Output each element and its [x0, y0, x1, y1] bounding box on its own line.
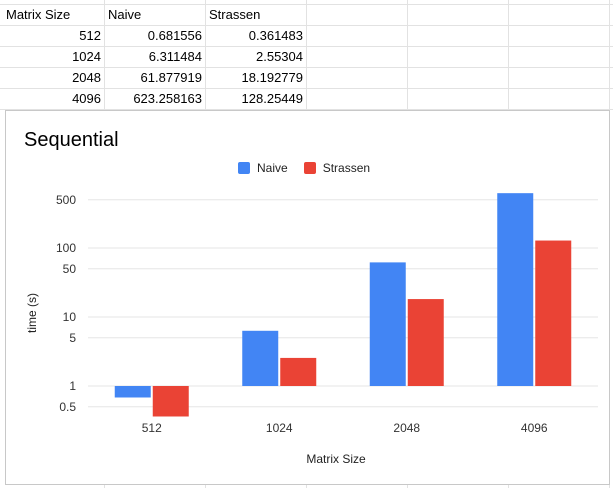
- legend-label-strassen: Strassen: [322, 161, 371, 175]
- embedded-chart[interactable]: Sequential Naive Strassen 0.5 1 5 10 50 100 50…: [5, 110, 610, 485]
- cell-naive[interactable]: 0.681556: [147, 28, 202, 43]
- y-tick-label: 0.5: [59, 400, 76, 414]
- cell-strassen[interactable]: 18.192779: [241, 70, 303, 85]
- legend-item-naive[interactable]: Naive: [238, 161, 288, 175]
- cell-naive[interactable]: 6.311484: [148, 49, 202, 64]
- legend-label-naive: Naive: [257, 161, 288, 175]
- y-axis-title: time (s): [25, 293, 39, 333]
- cell-strassen[interactable]: 0.361483: [248, 28, 303, 43]
- bar-naive-4096: [497, 193, 534, 386]
- bar-naive-512: [114, 386, 151, 398]
- chart-plot: 0.5 1 5 10 50 100 500 512 1024 2048 4096 Matrix Siz…: [25, 193, 598, 466]
- legend-item-strassen[interactable]: Strassen: [303, 161, 371, 175]
- cell-header-naive[interactable]: Naive: [108, 7, 142, 22]
- cell-strassen[interactable]: 2.55304: [256, 49, 303, 64]
- x-tick-label: 1024: [266, 421, 293, 435]
- y-tick-label: 50: [63, 262, 77, 276]
- x-tick-label: 512: [142, 421, 162, 435]
- x-tick-label: 4096: [521, 421, 548, 435]
- cell-naive[interactable]: 61.877919: [140, 70, 202, 85]
- cell-size[interactable]: 1024: [72, 49, 101, 64]
- cell-size[interactable]: 512: [79, 28, 101, 43]
- cell-size[interactable]: 2048: [72, 70, 101, 85]
- bar-naive-2048: [369, 262, 406, 386]
- y-tick-label: 10: [63, 310, 77, 324]
- bar-strassen-512: [152, 386, 189, 417]
- bar-strassen-2048: [407, 299, 444, 386]
- bar-strassen-1024: [280, 357, 317, 386]
- cell-strassen[interactable]: 128.25449: [241, 91, 303, 106]
- cell-header-strassen[interactable]: Strassen: [209, 7, 261, 22]
- x-axis-title: Matrix Size: [306, 452, 366, 466]
- bar-naive-1024: [242, 330, 279, 386]
- bar-strassen-4096: [535, 240, 572, 386]
- chart-legend: Naive Strassen: [238, 161, 386, 175]
- x-tick-label: 2048: [393, 421, 420, 435]
- cell-header-matrix-size[interactable]: Matrix Size: [6, 7, 71, 22]
- y-tick-label: 5: [69, 331, 76, 345]
- legend-swatch-strassen: [303, 162, 316, 174]
- y-tick-label: 500: [56, 193, 76, 207]
- cell-naive[interactable]: 623.258163: [133, 91, 202, 106]
- y-tick-label: 100: [56, 241, 76, 255]
- cell-size[interactable]: 4096: [72, 91, 101, 106]
- y-tick-label: 1: [69, 379, 76, 393]
- legend-swatch-naive: [238, 162, 250, 174]
- chart-title: Sequential: [24, 129, 119, 151]
